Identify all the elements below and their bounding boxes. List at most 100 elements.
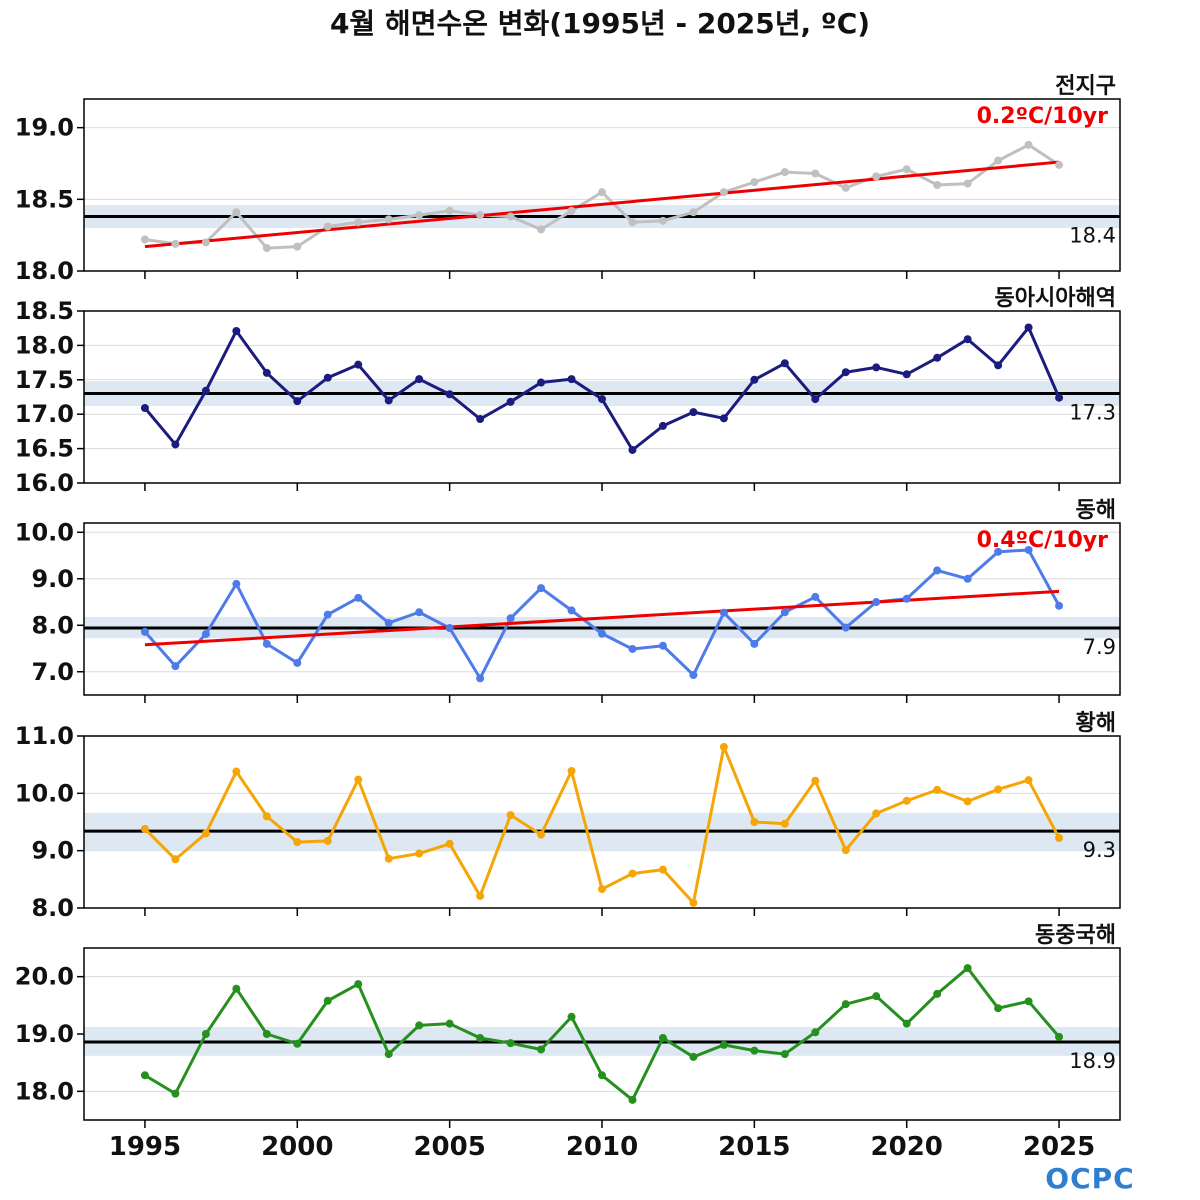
data-point xyxy=(902,796,911,805)
data-point xyxy=(415,375,424,384)
data-point xyxy=(537,225,546,234)
data-point xyxy=(140,404,149,413)
mean-value-label: 18.4 xyxy=(1069,224,1116,248)
y-tick-label: 18.5 xyxy=(15,297,74,325)
data-point xyxy=(232,326,241,335)
data-point xyxy=(445,624,454,633)
data-point xyxy=(293,838,302,847)
region-label: 동해 xyxy=(1076,498,1116,523)
data-point xyxy=(750,639,759,648)
x-axis: 1995 2000 2005 2010 2015 2020 2025 xyxy=(109,1132,1095,1162)
data-point xyxy=(658,421,667,430)
data-point xyxy=(1024,140,1033,149)
data-point xyxy=(933,353,942,362)
region-label: 황해 xyxy=(1076,711,1116,736)
data-point xyxy=(811,169,820,178)
mean-value-label: 9.3 xyxy=(1083,838,1116,862)
data-point xyxy=(262,368,271,377)
data-point xyxy=(598,188,606,197)
y-tick-label: 19.0 xyxy=(15,114,74,142)
data-point xyxy=(201,829,210,838)
data-point xyxy=(598,629,606,638)
data-point xyxy=(750,375,759,384)
data-point xyxy=(140,235,149,244)
panel-4: 8.0 9.0 10.0 11.0 황해 9.3 xyxy=(15,711,1121,922)
data-point xyxy=(140,824,149,833)
data-point xyxy=(902,594,911,603)
data-point xyxy=(1055,393,1064,402)
region-label: 동중국해 xyxy=(1035,923,1116,948)
trend-line xyxy=(144,160,1060,249)
data-point xyxy=(537,584,546,593)
data-point xyxy=(811,395,820,404)
data-point xyxy=(415,211,424,220)
data-point xyxy=(384,1050,393,1059)
y-tick-label: 11.0 xyxy=(15,722,74,750)
data-point xyxy=(841,623,850,632)
data-point xyxy=(323,610,332,619)
data-point xyxy=(384,618,393,627)
data-point xyxy=(963,574,972,583)
data-point xyxy=(354,593,363,602)
data-point xyxy=(780,1050,789,1059)
data-point xyxy=(994,1004,1003,1013)
y-tick-label: 18.0 xyxy=(15,1077,74,1105)
data-point xyxy=(628,644,637,653)
data-point xyxy=(719,742,728,751)
data-point xyxy=(415,1021,424,1030)
data-point xyxy=(171,662,180,671)
data-point xyxy=(293,242,302,251)
data-point xyxy=(506,811,515,820)
data-point xyxy=(201,386,210,395)
data-point xyxy=(963,179,972,188)
data-point xyxy=(719,1040,728,1049)
panel-4-plot-area xyxy=(84,736,1120,908)
data-point xyxy=(780,168,789,177)
data-point xyxy=(780,819,789,828)
data-point xyxy=(354,980,363,989)
panel-5-plot-area xyxy=(84,964,1120,1104)
data-point xyxy=(445,839,454,848)
data-point xyxy=(658,216,667,225)
panel-5: 18.0 19.0 20.0 동중국해 18.9 xyxy=(15,923,1121,1128)
data-point xyxy=(476,415,485,424)
data-point xyxy=(902,165,911,174)
data-point xyxy=(994,361,1003,370)
data-point xyxy=(384,215,393,224)
data-point xyxy=(323,373,332,382)
data-point xyxy=(902,370,911,379)
data-point xyxy=(476,211,485,220)
data-point xyxy=(262,244,271,253)
data-point xyxy=(506,212,515,221)
x-tick-label: 2020 xyxy=(871,1132,943,1162)
x-tick-label: 2025 xyxy=(1023,1132,1095,1162)
data-point xyxy=(872,363,881,372)
data-point xyxy=(628,218,637,227)
data-point xyxy=(963,797,972,806)
data-point xyxy=(262,812,271,821)
data-point xyxy=(598,1071,606,1080)
data-point xyxy=(841,368,850,377)
data-point xyxy=(963,335,972,344)
data-point xyxy=(811,776,820,785)
data-point xyxy=(293,658,302,667)
data-point xyxy=(476,674,485,683)
data-point xyxy=(994,785,1003,794)
data-point xyxy=(933,989,942,998)
panel-frame xyxy=(83,522,1121,696)
data-point xyxy=(780,359,789,368)
y-tick-label: 10.0 xyxy=(15,518,74,546)
series-line xyxy=(143,548,1061,680)
data-point xyxy=(415,608,424,617)
y-tick-label: 19.0 xyxy=(15,1020,74,1048)
data-point xyxy=(689,1052,698,1061)
data-point xyxy=(719,608,728,617)
data-point xyxy=(323,222,332,231)
data-point xyxy=(415,849,424,858)
data-point xyxy=(872,992,881,1001)
data-point xyxy=(1024,545,1033,554)
data-point xyxy=(598,885,606,894)
data-point xyxy=(140,627,149,636)
y-tick-label: 17.5 xyxy=(15,366,74,394)
data-point xyxy=(323,836,332,845)
